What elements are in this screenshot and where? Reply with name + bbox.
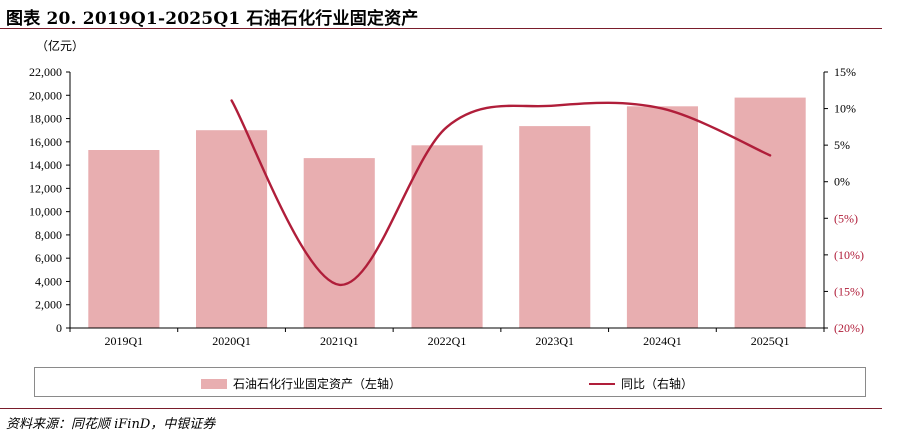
bar — [303, 158, 375, 328]
left-axis-tick-label: 16,000 — [29, 135, 62, 149]
left-axis-tick-label: 20,000 — [29, 88, 62, 102]
left-axis-tick-label: 6,000 — [35, 251, 62, 265]
legend-line-label: 同比（右轴） — [621, 377, 694, 391]
bar — [88, 150, 160, 328]
source-divider — [0, 408, 882, 409]
legend-item-line: 同比（右轴） — [589, 375, 693, 392]
left-axis-tick-label: 14,000 — [29, 158, 62, 172]
x-axis-tick-label: 2023Q1 — [535, 334, 574, 348]
right-axis-tick-label: 0% — [834, 175, 850, 189]
right-axis-tick-label: (10%) — [834, 248, 864, 262]
chart-canvas: （亿元） 0 2,000 4,000 6,000 8,000 10,000 12,000 14,… — [29, 38, 864, 348]
bar — [519, 126, 591, 328]
bar — [734, 97, 806, 328]
chart-title: 图表 20. 2019Q1-2025Q1 石油石化行业固定资产 — [6, 9, 419, 29]
legend-line-swatch — [589, 382, 615, 385]
left-axis-tick-label: 10,000 — [29, 205, 62, 219]
right-axis-tick-label: (15%) — [834, 284, 864, 298]
legend: 石油石化行业固定资产（左轴） 同比（右轴） — [34, 367, 866, 397]
x-axis-tick-label: 2024Q1 — [643, 334, 682, 348]
right-axis-tick-label: (5%) — [834, 211, 858, 225]
legend-bar-swatch — [201, 378, 227, 389]
left-axis-tick-label: 2,000 — [35, 298, 62, 312]
x-axis-tick-label: 2021Q1 — [320, 334, 359, 348]
left-axis-tick-label: 18,000 — [29, 112, 62, 126]
right-axis-tick-label: (20%) — [834, 321, 864, 335]
left-axis-tick-label: 22,000 — [29, 65, 62, 79]
legend-bar-label: 石油石化行业固定资产（左轴） — [233, 377, 402, 391]
title-divider — [0, 28, 882, 29]
x-axis-tick-label: 2025Q1 — [751, 334, 790, 348]
bar — [411, 145, 483, 328]
source-note: 资料来源：同花顺 iFinD，中银证券 — [6, 417, 216, 432]
left-axis-tick-label: 8,000 — [35, 228, 62, 242]
right-axis-tick-label: 5% — [834, 138, 850, 152]
left-axis-tick-label: 12,000 — [29, 181, 62, 195]
left-axis-tick-label: 4,000 — [35, 274, 62, 288]
x-axis-tick-label: 2019Q1 — [105, 334, 144, 348]
x-axis-tick-label: 2020Q1 — [212, 334, 251, 348]
bar — [626, 106, 698, 328]
left-axis-tick-label: 0 — [56, 321, 62, 335]
x-axis-tick-label: 2022Q1 — [428, 334, 467, 348]
left-axis-unit-label: （亿元） — [36, 38, 84, 53]
legend-item-bar: 石油石化行业固定资产（左轴） — [201, 375, 401, 392]
bar — [196, 130, 268, 328]
right-axis-tick-label: 15% — [834, 65, 856, 79]
right-axis-tick-label: 10% — [834, 102, 856, 116]
yoy-line — [230, 99, 772, 287]
